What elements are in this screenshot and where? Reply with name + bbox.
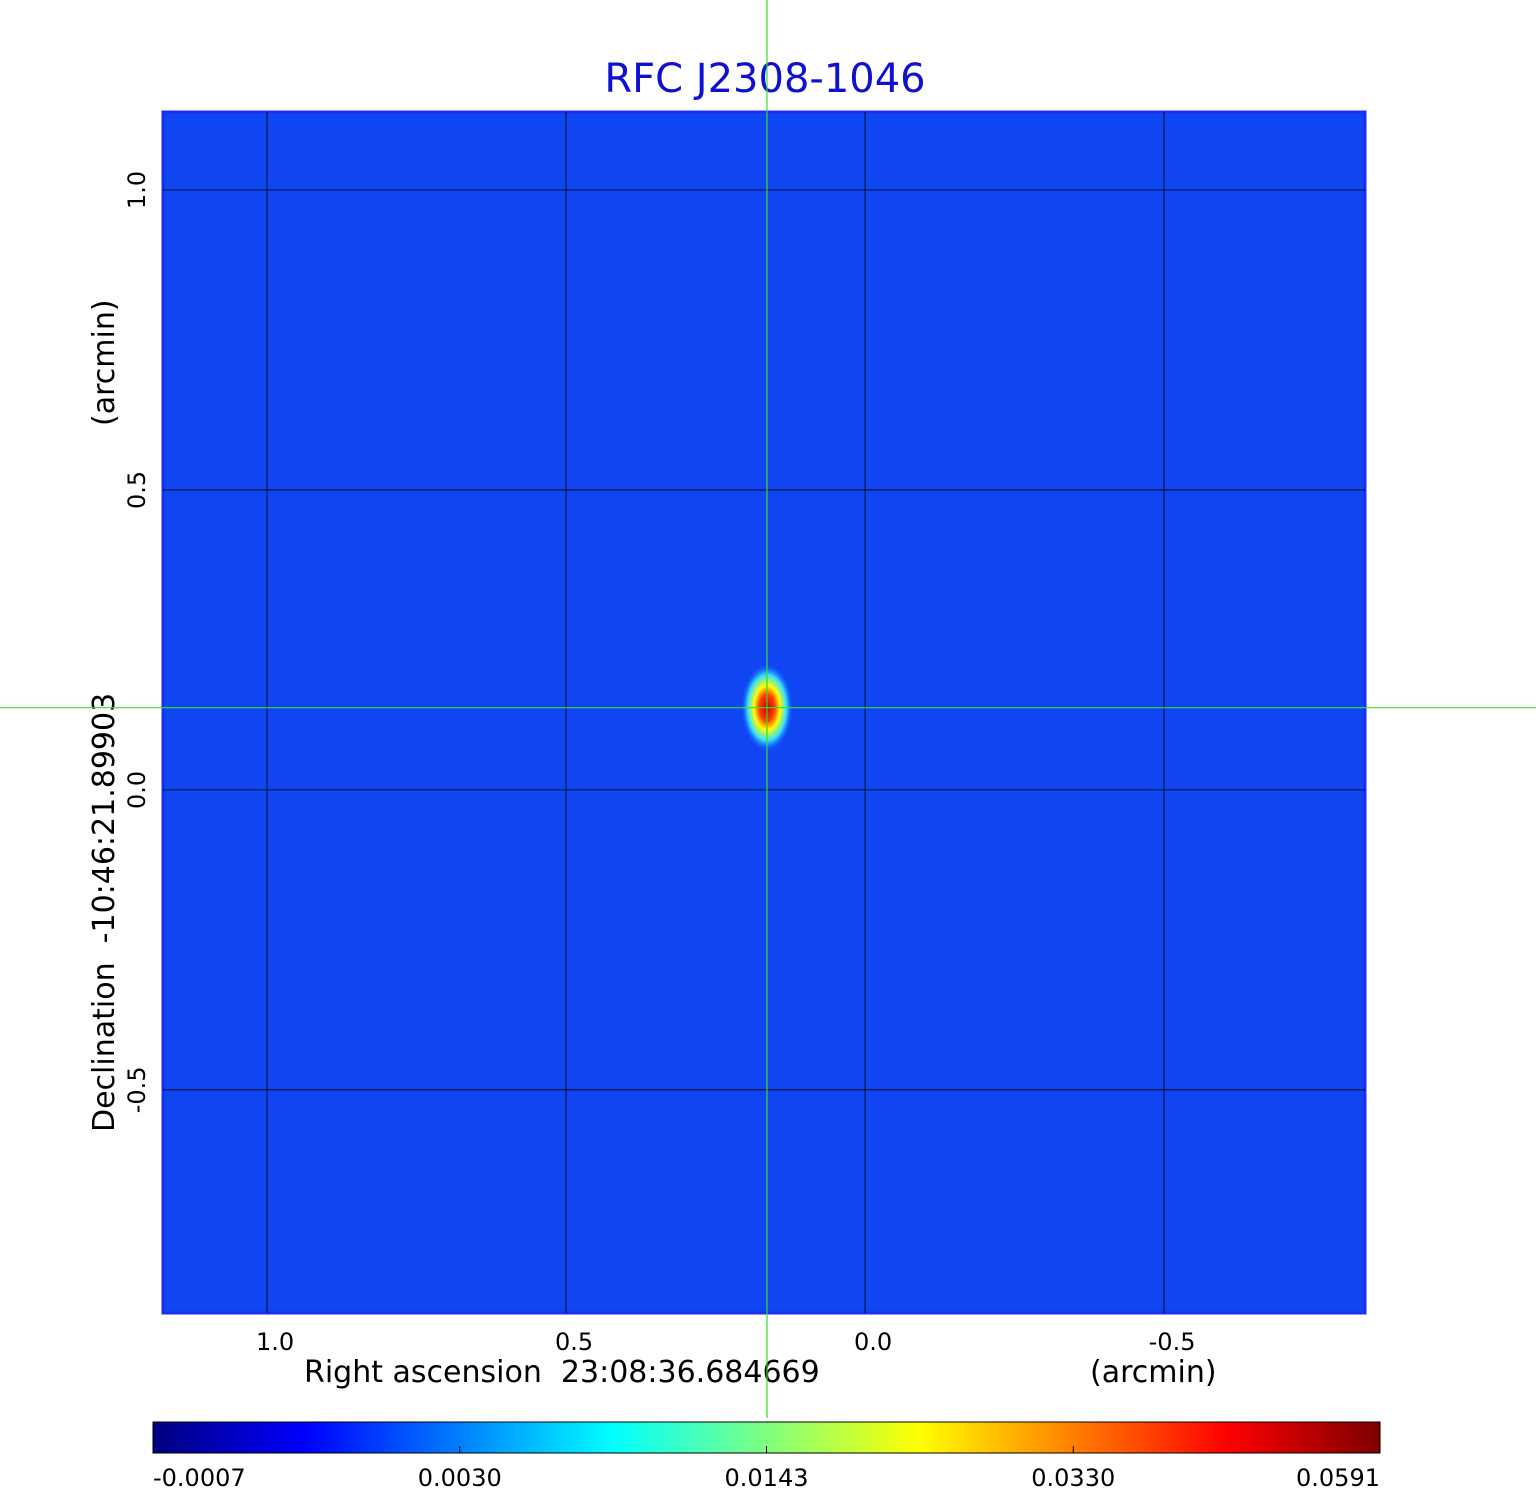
colorbar-tick-label: 0.0591	[1296, 1464, 1380, 1492]
y-tick-label: 0.5	[123, 471, 151, 509]
y-axis-label: Declination -10:46:21.89903	[87, 693, 122, 1132]
x-tick-label: 0.0	[854, 1328, 892, 1356]
y-axis-unit: (arcmin)	[87, 299, 122, 426]
chart-title: RFC J2308-1046	[604, 56, 925, 102]
x-tick-label: 0.5	[555, 1328, 593, 1356]
y-tick-label: 1.0	[123, 171, 151, 209]
x-tick-label: 1.0	[256, 1328, 294, 1356]
x-axis-unit: (arcmin)	[1090, 1355, 1217, 1390]
colorbar-tick-label: 0.0143	[725, 1464, 809, 1492]
x-tick-label: -0.5	[1149, 1328, 1196, 1356]
colorbar-tick-label: 0.0030	[418, 1464, 502, 1492]
colorbar-tick-label: 0.0330	[1031, 1464, 1115, 1492]
x-axis-label: Right ascension 23:08:36.684669	[304, 1355, 820, 1390]
y-tick-label: -0.5	[123, 1066, 151, 1113]
colorbar-tick-label: -0.0007	[153, 1464, 246, 1492]
y-tick-label: 0.0	[123, 771, 151, 809]
